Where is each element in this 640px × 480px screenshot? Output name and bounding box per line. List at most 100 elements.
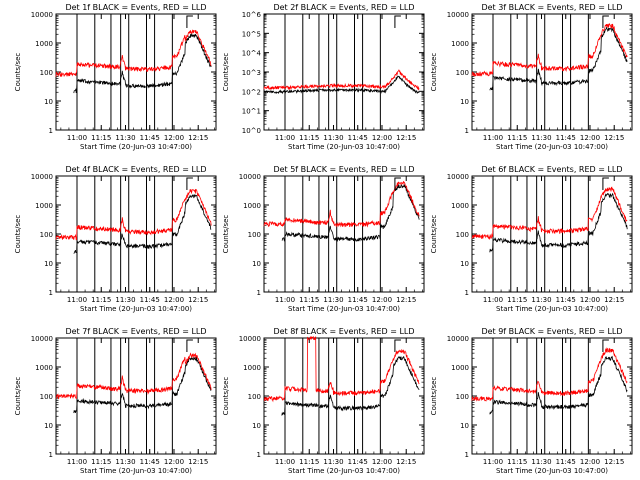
y-axis-label: Counts/sec [14, 377, 22, 416]
x-tick-label: 12:00 [372, 296, 392, 304]
x-axis-label: Start Time (20-Jun-03 10:47:00) [496, 305, 608, 313]
y-tick-label: 10000 [447, 173, 469, 181]
series-events-line [281, 183, 420, 243]
x-tick-label: 11:45 [556, 134, 576, 142]
y-tick-label: 10000 [239, 173, 261, 181]
y-tick-label: 10 [252, 260, 261, 268]
y-tick-label: 1 [465, 451, 469, 459]
series-events-line [489, 26, 628, 91]
x-tick-label: 11:30 [531, 458, 551, 466]
y-axis-label: Counts/sec [430, 377, 438, 416]
y-tick-label: 1000 [35, 202, 53, 210]
panel-title: Det 4f BLACK = Events, RED = LLD [65, 165, 206, 174]
y-tick-label: 1 [49, 451, 53, 459]
y-tick-label: 10 [44, 260, 53, 268]
y-tick-label: 1 [49, 127, 53, 135]
x-tick-label: 11:30 [115, 134, 135, 142]
x-tick-label: 11:15 [507, 296, 527, 304]
y-tick-label: 100 [248, 231, 261, 239]
y-axis-label: Counts/sec [222, 377, 230, 416]
x-axis-label: Start Time (20-Jun-03 10:47:00) [80, 305, 192, 313]
x-tick-label: 11:45 [556, 296, 576, 304]
y-tick-label: 10 [44, 98, 53, 106]
y-axis-label: Counts/sec [222, 215, 230, 254]
y-tick-label: 1 [257, 451, 261, 459]
panel-det9f: Det 9f BLACK = Events, RED = LLD 1 10 100 10… [430, 327, 633, 475]
series-lld-line [471, 22, 628, 77]
x-tick-label: 11:30 [115, 296, 135, 304]
x-axis-label: Start Time (20-Jun-03 10:47:00) [496, 143, 608, 151]
x-axis-label: Start Time (20-Jun-03 10:47:00) [496, 467, 608, 475]
x-tick-label: 12:00 [580, 296, 600, 304]
x-tick-label: 11:30 [323, 458, 343, 466]
panel-det2f: Det 2f BLACK = Events, RED = LLD 10^0 10^1… [222, 3, 425, 151]
x-tick-label: 11:45 [556, 458, 576, 466]
x-tick-label: 11:15 [91, 296, 111, 304]
y-axis-label: Counts/sec [14, 53, 22, 92]
plot-frame [55, 13, 217, 131]
x-tick-label: 12:15 [188, 296, 208, 304]
y-tick-label: 1 [465, 289, 469, 297]
series-lld-line [471, 347, 628, 402]
x-axis-label: Start Time (20-Jun-03 10:47:00) [80, 467, 192, 475]
x-tick-label: 11:00 [275, 458, 295, 466]
series-events-line [73, 32, 212, 94]
x-tick-label: 11:30 [531, 296, 551, 304]
series-lld-line [263, 181, 420, 228]
x-tick-label: 12:15 [396, 458, 416, 466]
x-tick-label: 11:15 [299, 458, 319, 466]
y-tick-label: 1000 [451, 364, 469, 372]
x-tick-label: 11:30 [531, 134, 551, 142]
panel-title: Det 2f BLACK = Events, RED = LLD [273, 3, 414, 12]
plot-frame [263, 337, 425, 455]
y-tick-label: 1 [49, 289, 53, 297]
x-tick-label: 12:00 [164, 458, 184, 466]
x-tick-label: 11:45 [140, 458, 160, 466]
y-tick-label: 1000 [243, 364, 261, 372]
x-tick-label: 11:30 [115, 458, 135, 466]
x-axis-label: Start Time (20-Jun-03 10:47:00) [288, 305, 400, 313]
x-tick-label: 11:15 [507, 134, 527, 142]
y-tick-label: 100 [456, 393, 469, 401]
panel-title: Det 7f BLACK = Events, RED = LLD [65, 327, 206, 336]
x-tick-label: 11:00 [483, 134, 503, 142]
attenuator-marker [186, 15, 193, 28]
y-tick-label: 100 [40, 69, 53, 77]
y-tick-label: 10000 [447, 11, 469, 19]
attenuator-marker [602, 177, 609, 190]
series-events-line [489, 192, 628, 253]
y-axis-label: Counts/sec [14, 215, 22, 254]
y-axis-label: Counts/sec [222, 53, 230, 92]
attenuator-marker [394, 15, 401, 28]
x-tick-label: 11:00 [275, 134, 295, 142]
y-tick-label: 10^3 [242, 69, 261, 77]
x-tick-label: 11:15 [299, 296, 319, 304]
panel-det7f: Det 7f BLACK = Events, RED = LLD 1 10 100 10… [14, 327, 217, 475]
y-tick-label: 100 [456, 231, 469, 239]
panel-title: Det 3f BLACK = Events, RED = LLD [481, 3, 622, 12]
y-tick-label: 10^5 [242, 30, 261, 38]
x-tick-label: 11:15 [91, 458, 111, 466]
y-tick-label: 10000 [31, 335, 53, 343]
y-tick-label: 10000 [239, 335, 261, 343]
panel-title: Det 6f BLACK = Events, RED = LLD [481, 165, 622, 174]
y-tick-label: 10^4 [242, 50, 262, 58]
panel-det8f: Det 8f BLACK = Events, RED = LLD 1 10 100 10… [222, 327, 425, 475]
x-tick-label: 11:15 [299, 134, 319, 142]
x-tick-label: 11:30 [323, 134, 343, 142]
attenuator-marker [186, 339, 193, 352]
series-events-line [73, 356, 212, 414]
x-axis-label: Start Time (20-Jun-03 10:47:00) [288, 143, 400, 151]
plot-frame [471, 337, 633, 455]
x-tick-label: 12:15 [604, 134, 624, 142]
x-tick-label: 12:00 [164, 134, 184, 142]
y-tick-label: 100 [40, 231, 53, 239]
attenuator-marker [394, 339, 401, 352]
panel-det1f: Det 1f BLACK = Events, RED = LLD 1 10 100 10… [14, 3, 217, 151]
attenuator-marker [602, 15, 609, 28]
x-tick-label: 11:00 [67, 296, 87, 304]
series-lld-line [55, 188, 212, 241]
y-tick-label: 1000 [451, 202, 469, 210]
y-tick-label: 10000 [447, 335, 469, 343]
